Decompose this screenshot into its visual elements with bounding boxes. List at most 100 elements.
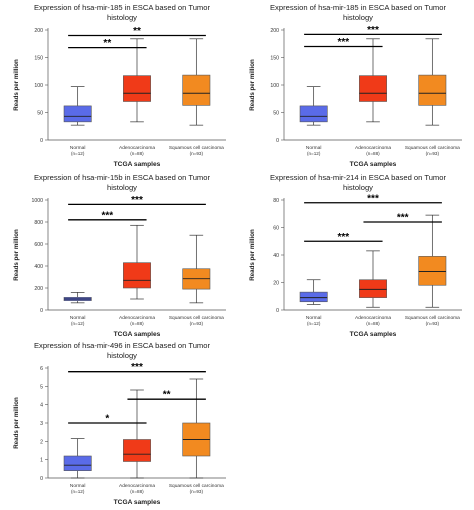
x-tick-count: (n=12) — [307, 321, 321, 326]
chart-panel-mir-185-b: Expression of hsa-mir-185 in ESCA based … — [238, 2, 470, 170]
y-tick-label: 800 — [34, 220, 43, 226]
x-tick-label: Normal — [306, 315, 321, 321]
x-tick-label: Squamous cell carcinoma — [169, 145, 224, 151]
chart-panel-mir-185-a: Expression of hsa-mir-185 in ESCA based … — [2, 2, 234, 170]
chart-title-line: histology — [107, 183, 137, 192]
box-0 — [63, 105, 92, 123]
y-tick-label: 80 — [273, 198, 279, 204]
boxplot-chart: Expression of hsa-mir-214 in ESCA based … — [249, 173, 462, 338]
x-tick-label: Adenocarcinoma — [119, 315, 155, 321]
box-0 — [299, 105, 328, 123]
x-axis-label: TCGA samples — [114, 499, 161, 506]
x-tick-label: Squamous cell carcinoma — [169, 315, 224, 321]
x-tick-label: Adenocarcinoma — [355, 315, 391, 321]
x-tick-label: Normal — [70, 145, 85, 151]
chart-panel-mir-214: Expression of hsa-mir-214 in ESCA based … — [238, 172, 470, 340]
chart-panel-mir-15b: Expression of hsa-mir-15b in ESCA based … — [2, 172, 234, 340]
y-axis-label: Reads per million — [13, 397, 20, 449]
significance-label: ** — [133, 26, 141, 37]
y-tick-label: 2 — [40, 439, 43, 445]
chart-title-line: Expression of hsa-mir-15b in ESCA based … — [34, 173, 210, 182]
x-tick-label: Squamous cell carcinoma — [405, 315, 460, 321]
significance-label: *** — [337, 37, 349, 48]
x-tick-count: (n=12) — [71, 489, 85, 494]
x-axis-label: TCGA samples — [114, 161, 161, 168]
y-tick-label: 200 — [34, 286, 43, 292]
y-tick-label: 6 — [40, 366, 43, 372]
box-2 — [418, 74, 447, 106]
significance-label: *** — [131, 195, 143, 206]
x-tick-count: (n=93) — [190, 489, 204, 494]
y-tick-label: 60 — [273, 226, 279, 232]
chart-title-line: Expression of hsa-mir-496 in ESCA based … — [34, 341, 210, 350]
x-tick-count: (n=88) — [130, 321, 144, 326]
box-1 — [359, 75, 387, 102]
x-tick-label: Adenocarcinoma — [355, 145, 391, 151]
y-tick-label: 0 — [40, 308, 43, 314]
boxplot-chart: Expression of hsa-mir-185 in ESCA based … — [249, 3, 462, 168]
box-1 — [123, 439, 151, 462]
y-tick-label: 200 — [270, 28, 279, 34]
chart-panel-mir-496: Expression of hsa-mir-496 in ESCA based … — [2, 340, 234, 508]
y-tick-label: 50 — [273, 111, 279, 117]
x-tick-count: (n=88) — [130, 489, 144, 494]
y-tick-label: 0 — [276, 138, 279, 144]
x-tick-count: (n=88) — [366, 151, 380, 156]
x-tick-count: (n=88) — [130, 151, 144, 156]
significance-label: ** — [163, 390, 171, 401]
x-tick-count: (n=93) — [426, 321, 440, 326]
significance-label: *** — [101, 210, 113, 221]
x-axis-label: TCGA samples — [114, 331, 161, 338]
y-tick-label: 50 — [37, 111, 43, 117]
significance-label: * — [105, 414, 109, 425]
x-tick-label: Normal — [70, 483, 85, 489]
box-1 — [123, 75, 151, 102]
significance-label: *** — [131, 362, 143, 373]
x-tick-count: (n=93) — [190, 321, 204, 326]
chart-title-line: histology — [107, 351, 137, 360]
box-0 — [63, 455, 92, 471]
y-tick-label: 0 — [276, 308, 279, 314]
boxplot-chart: Expression of hsa-mir-496 in ESCA based … — [13, 341, 226, 506]
chart-title-line: histology — [343, 183, 373, 192]
boxplot-chart: Expression of hsa-mir-185 in ESCA based … — [13, 3, 226, 168]
y-tick-label: 0 — [40, 476, 43, 482]
box-1 — [359, 279, 387, 298]
chart-title-line: histology — [343, 13, 373, 22]
y-axis-label: Reads per million — [249, 229, 256, 281]
chart-title-line: Expression of hsa-mir-214 in ESCA based … — [270, 173, 446, 182]
y-tick-label: 100 — [34, 83, 43, 89]
significance-label: *** — [367, 25, 379, 36]
x-tick-label: Squamous cell carcinoma — [169, 483, 224, 489]
box-2 — [418, 256, 447, 286]
y-axis-label: Reads per million — [13, 59, 20, 111]
y-tick-label: 0 — [40, 138, 43, 144]
chart-title-line: Expression of hsa-mir-185 in ESCA based … — [270, 3, 446, 12]
y-tick-label: 40 — [273, 253, 279, 259]
x-tick-count: (n=12) — [71, 151, 85, 156]
y-tick-label: 5 — [40, 384, 43, 390]
x-tick-count: (n=93) — [190, 151, 204, 156]
x-tick-label: Normal — [306, 145, 321, 151]
x-tick-count: (n=88) — [366, 321, 380, 326]
significance-label: *** — [367, 193, 379, 204]
box-1 — [123, 262, 151, 289]
significance-label: *** — [397, 213, 409, 224]
x-tick-count: (n=12) — [71, 321, 85, 326]
y-axis-label: Reads per million — [13, 229, 20, 281]
x-axis-label: TCGA samples — [350, 331, 397, 338]
y-tick-label: 1 — [40, 458, 43, 464]
x-axis-label: TCGA samples — [350, 161, 397, 168]
y-tick-label: 150 — [34, 56, 43, 62]
y-tick-label: 1000 — [31, 198, 43, 204]
significance-label: *** — [337, 232, 349, 243]
significance-label: ** — [103, 38, 111, 49]
x-tick-count: (n=93) — [426, 151, 440, 156]
box-0 — [299, 291, 328, 303]
y-tick-label: 150 — [270, 56, 279, 62]
x-tick-label: Adenocarcinoma — [119, 145, 155, 151]
y-tick-label: 400 — [34, 264, 43, 270]
y-tick-label: 600 — [34, 242, 43, 248]
x-tick-label: Squamous cell carcinoma — [405, 145, 460, 151]
x-tick-label: Normal — [70, 315, 85, 321]
